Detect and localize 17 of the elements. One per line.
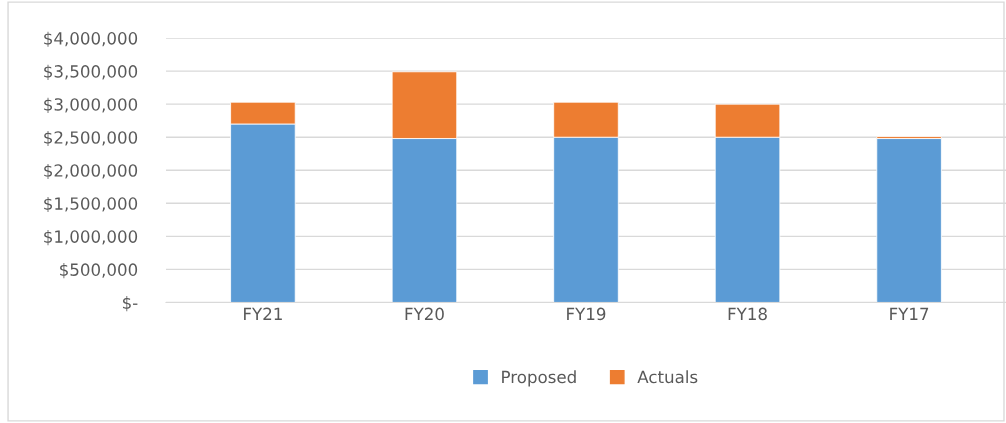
x-tick-label: FY19 [567,307,606,321]
y-tick-label: $500,000 [60,263,138,279]
y-tick-label: $3,500,000 [44,64,138,80]
legend-label: Proposed [502,370,576,387]
y-tick-label: $1,000,000 [44,230,138,246]
x-tick-label: FY20 [405,307,444,321]
x-tick-label: FY21 [244,307,282,320]
y-tick-label: $3,000,000 [44,97,138,113]
y-tick-label: $- [122,296,138,312]
y-tick-label: $2,000,000 [44,163,138,180]
legend-label: Actuals [637,370,698,384]
y-tick-label: $4,000,000 [44,31,138,47]
y-tick-label: $1,500,000 [44,196,138,213]
bar [876,138,942,303]
x-tick-label: FY18 [728,307,767,321]
y-tick-label: $2,500,000 [44,130,138,146]
x-tick-label: FY17 [890,307,929,320]
